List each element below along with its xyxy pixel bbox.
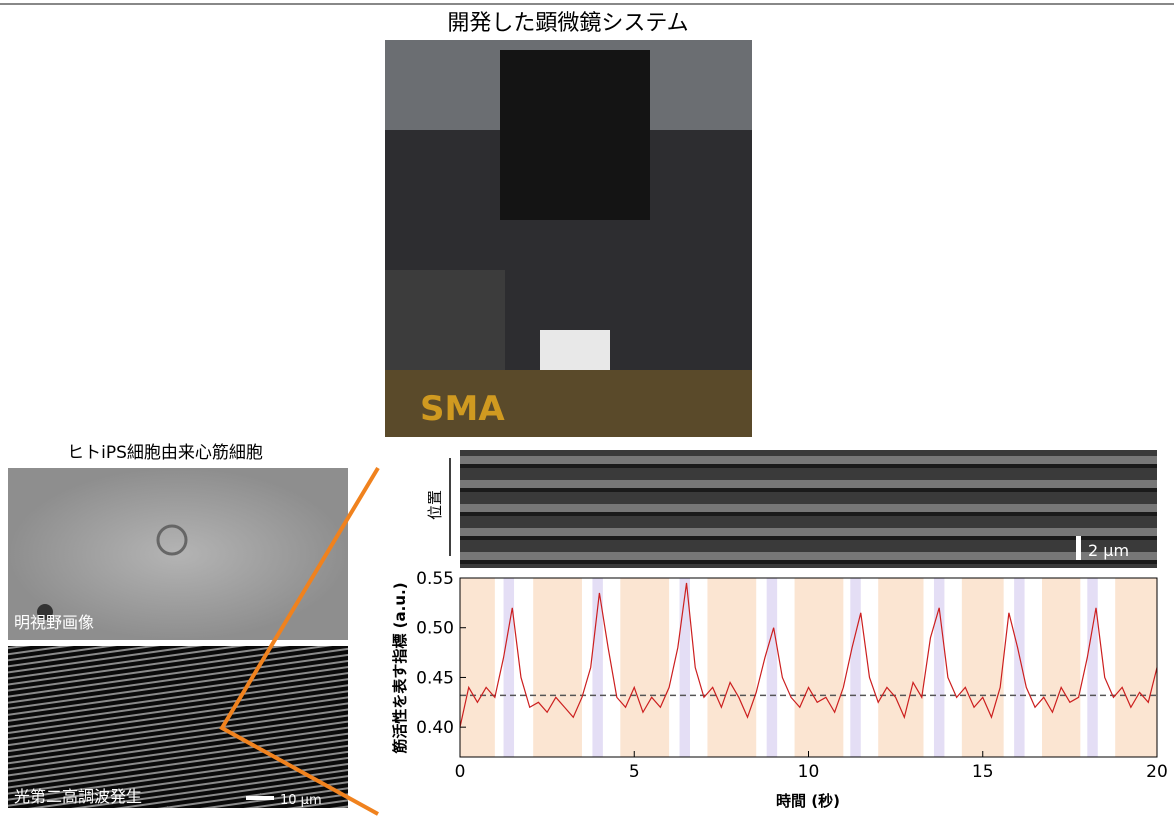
shaded-band: [707, 578, 756, 757]
shaded-band: [767, 578, 777, 757]
shaded-band: [620, 578, 669, 757]
shaded-band: [850, 578, 860, 757]
shaded-band: [934, 578, 944, 757]
x-tick-label: 5: [629, 762, 640, 782]
x-tick-label: 0: [455, 762, 466, 782]
shg-image: 光第二高調波発生 10 μm: [8, 646, 348, 808]
x-tick-label: 20: [1146, 762, 1168, 782]
x-tick-label: 10: [798, 762, 820, 782]
x-tick-label: 15: [972, 762, 994, 782]
shaded-band: [1042, 578, 1080, 757]
kymo-scale: 2 μm: [1088, 541, 1129, 560]
y-tick-label: 0.50: [416, 619, 454, 639]
kymo-ylabel: 位置: [426, 490, 444, 520]
shaded-band: [795, 578, 844, 757]
brightfield-image: 明視野画像: [8, 468, 348, 640]
shaded-band: [1115, 578, 1157, 757]
line-chart: 時間 (秒) 筋活性を表す指標 (a.u.) 0.40 0.45 0.50 0.55 0…: [391, 569, 1168, 810]
microscope-photo: SMA: [385, 40, 752, 437]
y-tick-label: 0.40: [416, 718, 454, 738]
y-tick-label: 0.55: [416, 569, 454, 589]
shaded-band: [1014, 578, 1024, 757]
figure: 開発した顕微鏡システム SMA ヒトiPS細胞由来心筋細胞 明視野画像 光第二高…: [0, 0, 1174, 816]
shaded-band: [533, 578, 582, 757]
shg-scale: 10 μm: [280, 793, 322, 808]
shaded-band: [878, 578, 923, 757]
brightfield-label: 明視野画像: [14, 613, 94, 632]
shaded-band: [1087, 578, 1097, 757]
shaded-band: [504, 578, 514, 757]
kymograph: 位置 2 μm: [426, 450, 1157, 568]
shaded-band: [460, 578, 495, 757]
y-axis-label: 筋活性を表す指標 (a.u.): [391, 582, 409, 754]
svg-text:SMA: SMA: [420, 389, 505, 429]
shg-label: 光第二高調波発生: [14, 787, 142, 806]
cell-title: ヒトiPS細胞由来心筋細胞: [67, 443, 263, 463]
x-axis-label: 時間 (秒): [776, 792, 840, 810]
shaded-band: [962, 578, 1004, 757]
photo-title: 開発した顕微鏡システム: [447, 11, 688, 36]
y-tick-label: 0.45: [416, 668, 454, 688]
